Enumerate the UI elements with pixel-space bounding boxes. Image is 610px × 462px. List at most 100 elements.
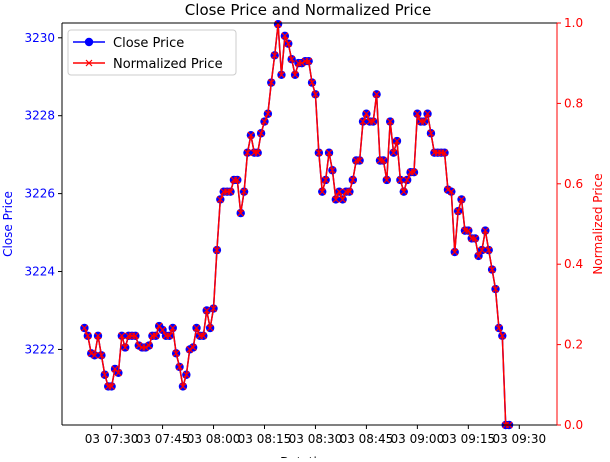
right-y-tick-label: 0.6 [564,177,583,191]
normalized-price-point [369,118,377,125]
normalized-price-point [182,371,190,379]
normalized-price-point [444,186,452,194]
normalized-price-point [288,55,296,63]
normalized-price-point [261,118,268,125]
normalized-price-point [186,346,194,353]
normalized-price-point [152,332,160,340]
normalized-price-point [475,252,482,260]
normalized-price-point [267,79,275,87]
axes-frame [61,22,558,426]
normalized-price-point [495,324,503,332]
normalized-price-point [233,176,241,184]
x-tick-label: 03 08:15 [238,432,292,446]
normalized-price-point [339,196,347,203]
normalized-price-point [189,344,197,351]
normalized-price-point [315,149,323,157]
normalized-price-point [359,118,367,125]
normalized-price-point [257,129,265,137]
normalized-price-point [492,285,499,293]
normalized-price-point [458,196,465,203]
right-y-tick-label: 1.0 [564,16,583,30]
normalized-price-point [159,326,166,334]
left-y-tick-label: 3224 [24,265,55,279]
normalized-price-point [247,131,255,139]
normalized-price-point [379,157,387,164]
normalized-price-point [427,129,435,137]
normalized-price-point [172,349,180,357]
legend-close-marker [84,37,94,47]
normalized-price-point [488,266,496,274]
legend-box [67,29,237,76]
normalized-price-point [390,149,398,157]
normalized-price-point [203,307,211,314]
normalized-price-point [199,332,207,340]
normalized-price-point [101,371,109,379]
normalized-price-point [193,324,200,332]
normalized-price-point [335,188,343,196]
normalized-price-point [216,196,224,203]
normalized-price-point [135,342,143,349]
normalized-price-point [176,363,183,371]
normalized-price-point [142,344,150,351]
legend-label-close-price: Close Price [113,36,184,51]
normalized-price-point [383,176,391,184]
normalized-price-point [413,110,421,118]
normalized-price-point [356,157,364,164]
x-tick-label: 03 09:00 [391,432,445,446]
normalized-price-point [237,209,245,217]
left-y-axis-label: Close Price [1,191,15,257]
right-y-tick-label: 0.0 [564,418,583,432]
normalized-price-point [478,246,486,254]
normalized-price-point [108,383,116,390]
left-y-tick-label: 3226 [24,187,55,201]
legend-label-normalized-price: Normalized Price [113,57,223,72]
normalized-price-point [206,324,214,332]
normalized-price-point [318,188,326,196]
normalized-price-point [84,332,92,340]
normalized-price-point [278,71,285,79]
normalized-price-point [169,324,177,332]
normalized-price-point [329,166,336,174]
normalized-price-point [498,332,506,340]
normalized-price-point [305,57,313,65]
normalized-price-point [362,110,370,118]
normalized-price-point [400,188,408,196]
normalized-price-point [145,342,153,349]
plot-area [80,19,514,430]
normalized-price-point [485,246,493,254]
left-y-tick-label: 3228 [24,109,55,123]
x-tick-label: 03 09:15 [441,432,495,446]
normalized-price-point [114,369,122,377]
normalized-price-point [451,248,459,256]
normalized-price-point [410,168,418,176]
normalized-price-point [291,71,299,79]
normalized-price-point [403,176,411,184]
normalized-price-point [393,137,401,145]
normalized-price-point [349,176,357,184]
normalized-price-point [80,324,88,332]
normalized-price-point [281,32,289,40]
left-y-tick-label: 3230 [24,31,55,45]
normalized-price-point [131,332,139,340]
normalized-price-point [471,234,479,242]
normalized-price-point [213,246,221,254]
right-y-tick-label: 0.2 [564,338,583,352]
normalized-price-point [210,305,217,312]
normalized-price-point [345,188,353,196]
normalized-price-point [322,176,330,184]
normalized-price-point [244,149,251,157]
normalized-price-point [441,149,448,157]
left-y-tick-label: 3222 [24,342,55,356]
normalized-price-point [481,227,489,235]
right-y-tick-label: 0.8 [564,96,583,110]
normalized-price-point [312,90,319,98]
normalized-price-point [94,332,102,340]
normalized-price-point [165,332,173,340]
normalized-price-point [420,118,428,125]
legend: Close Price Normalized Price [67,29,237,76]
x-tick-label: 03 08:00 [187,432,241,446]
axes: 3222 3224 3226 3228 3230 0.0 0.2 0.4 0.6 0.8 1.0 03… [24,16,583,446]
normalized-price-point [91,351,99,359]
